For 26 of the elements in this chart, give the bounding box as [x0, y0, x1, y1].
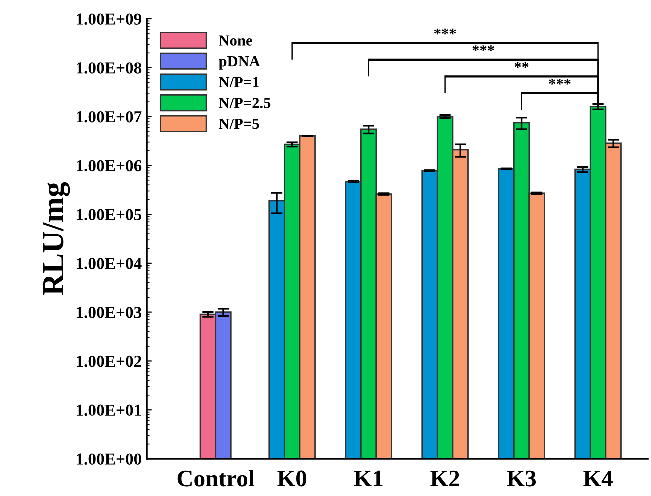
x-tick-label: Control — [178, 470, 255, 487]
y-tick-label: 1.00E+01 — [77, 404, 142, 416]
legend-label: N/P=2.5 — [219, 98, 271, 108]
x-tick-label: K2 — [430, 470, 460, 486]
annotation: ** — [514, 62, 529, 68]
legend-label: pDNA — [219, 56, 260, 70]
x-tick-label: K4 — [584, 470, 613, 486]
legend-label: N/P=5 — [219, 118, 260, 130]
y-tick-label: 1.00E+05 — [77, 209, 142, 221]
annotation: *** — [472, 46, 494, 52]
x-tick-label: K0 — [278, 470, 307, 487]
x-tick-label: K1 — [354, 470, 383, 486]
y-tick-label: 1.00E+00 — [77, 454, 142, 466]
legend-label: N/P=1 — [219, 77, 259, 88]
y-tick-label: 1.00E+07 — [77, 111, 142, 123]
annotation: *** — [434, 28, 456, 35]
y-tick-label: 1.00E+02 — [77, 356, 142, 368]
legend-label: None — [219, 36, 252, 46]
x-tick-label: K3 — [507, 470, 536, 487]
y-tick-label: 1.00E+04 — [77, 258, 142, 270]
annotation: *** — [549, 79, 571, 85]
y-axis-title: RLU/mg — [43, 182, 70, 296]
y-tick-label: 1.00E+09 — [77, 14, 142, 26]
y-tick-label: 1.00E+08 — [77, 62, 142, 74]
y-tick-label: 1.00E+03 — [77, 307, 142, 318]
y-tick-label: 1.00E+06 — [77, 160, 142, 172]
